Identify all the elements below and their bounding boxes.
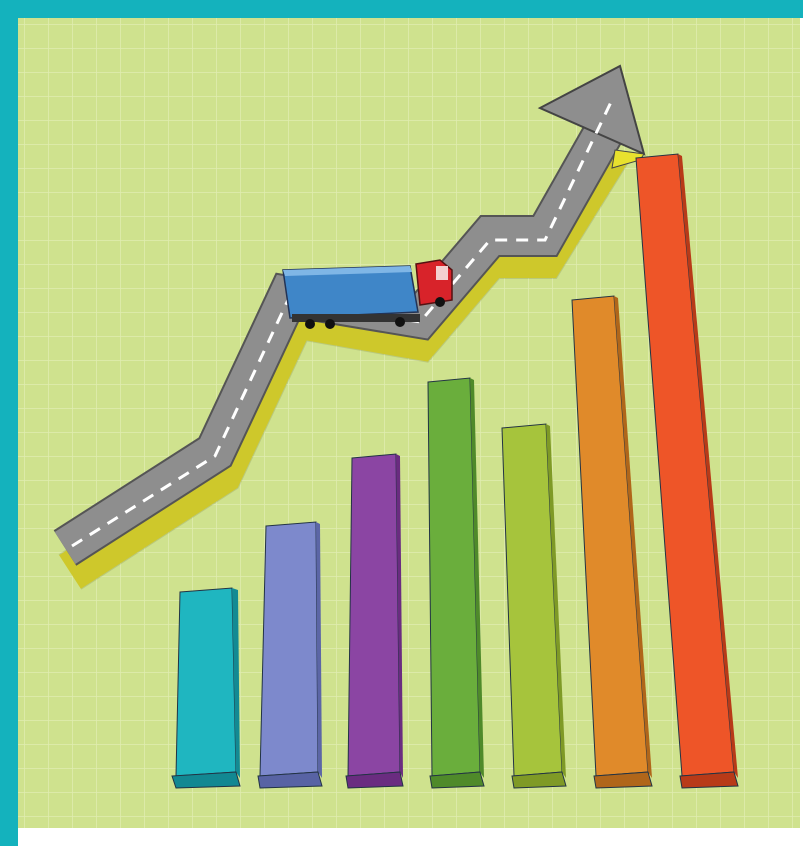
bar-3: [345, 453, 404, 789]
bar-6: [571, 295, 653, 789]
bar-1: [171, 587, 241, 789]
bar-7: [635, 153, 739, 789]
road-side: [59, 139, 629, 589]
bar-2: [257, 521, 323, 789]
road-side-shade: [58, 138, 630, 590]
truck: [282, 259, 453, 329]
frame-top: [0, 0, 803, 18]
frame-left: [0, 0, 18, 846]
bar-4: [427, 377, 485, 789]
road-center-line: [71, 99, 614, 548]
bar-5: [501, 423, 567, 789]
road-arrowhead: [537, 64, 646, 156]
